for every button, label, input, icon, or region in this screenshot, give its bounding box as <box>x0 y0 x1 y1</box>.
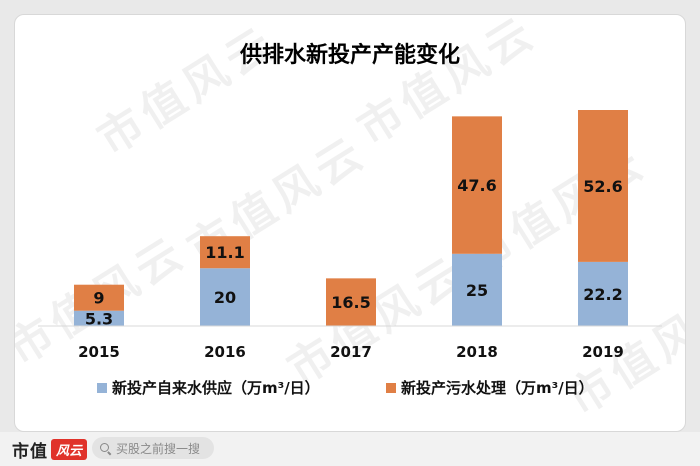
bar-water-supply-2016 <box>200 268 250 326</box>
x-tick-label: 2018 <box>456 343 498 361</box>
legend-label: 新投产污水处理（万m³/日） <box>401 379 594 397</box>
bar-water-supply-2015 <box>74 310 124 326</box>
bar-sewage-2015 <box>74 284 124 311</box>
stacked-bar-chart: 供排水新投产产能变化 5.39 2011.116.52547.622.252.6 … <box>38 42 662 397</box>
bar-sewage-2016 <box>200 236 250 269</box>
search-icon <box>100 442 111 454</box>
legend-swatch <box>386 383 396 393</box>
x-tick-label: 2017 <box>330 343 372 361</box>
bar-sewage-2019 <box>578 110 628 262</box>
data-label: 20 <box>214 288 236 307</box>
data-label: 22.2 <box>583 285 622 304</box>
search-placeholder: 买股之前搜一搜 <box>116 441 201 456</box>
brand-logo[interactable]: 市值 风云 <box>12 438 88 462</box>
legend-label: 新投产自来水供应（万m³/日） <box>112 379 320 397</box>
data-label: 11.1 <box>205 243 244 262</box>
data-label: 16.5 <box>331 293 370 312</box>
x-tick-label: 2019 <box>582 343 624 361</box>
footer-bar: 市值 风云 买股之前搜一搜 <box>0 432 700 466</box>
chart-card: 市值风云 市值风云 市值风云 市值风云 市值风云 市值风云 市值风云 <box>14 14 686 432</box>
bar-sewage-2017 <box>326 278 376 326</box>
x-tick-label: 2016 <box>204 343 246 361</box>
search-box[interactable]: 买股之前搜一搜 <box>92 437 214 459</box>
brand-text: 市值 <box>12 441 48 462</box>
data-label: 52.6 <box>583 177 622 196</box>
legend-swatch <box>97 383 107 393</box>
chart-title: 供排水新投产产能变化 <box>239 42 460 68</box>
x-tick-label: 2015 <box>78 343 120 361</box>
bar-sewage-2018 <box>452 116 502 254</box>
data-label: 47.6 <box>457 176 496 195</box>
bar-water-supply-2018 <box>452 253 502 326</box>
brand-badge: 风云 <box>51 438 88 460</box>
data-label: 5.3 <box>85 309 113 328</box>
data-label: 25 <box>466 281 488 300</box>
data-label: 9 <box>93 289 104 308</box>
bar-water-supply-2019 <box>578 261 628 326</box>
